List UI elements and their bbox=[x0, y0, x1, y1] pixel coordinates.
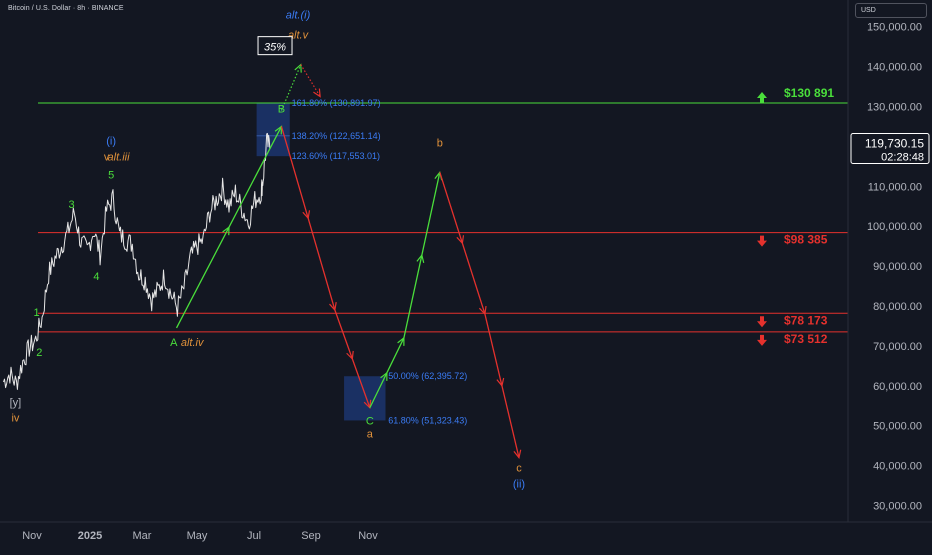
wave-label: a bbox=[367, 429, 374, 441]
y-tick-label: 90,000.00 bbox=[873, 261, 922, 273]
fib-label: 161.80% (130,891.97) bbox=[292, 98, 381, 108]
fib-zone-1 bbox=[256, 102, 290, 157]
wave-label: alt.v bbox=[288, 30, 310, 42]
level-label: $130 891 bbox=[784, 86, 834, 100]
fib-label: 138.20% (122,651.14) bbox=[292, 131, 381, 141]
wave-label: alt.(i) bbox=[286, 10, 311, 22]
wave-label: b bbox=[437, 137, 443, 149]
fib-zone-2 bbox=[344, 376, 386, 421]
projection-end-arrow bbox=[513, 449, 522, 459]
wave-label: 3 bbox=[69, 199, 75, 211]
x-tick-label: Mar bbox=[133, 530, 152, 542]
arrow-down-icon bbox=[757, 235, 767, 247]
fib-label: 50.00% (62,395.72) bbox=[388, 371, 467, 381]
projection-mid-arrow bbox=[380, 371, 388, 381]
y-tick-label: 60,000.00 bbox=[873, 381, 922, 393]
x-tick-label: May bbox=[187, 530, 208, 542]
fib-label: 61.80% (51,323.43) bbox=[388, 415, 467, 425]
level-label: $78 173 bbox=[784, 313, 828, 327]
btc-price-line bbox=[3, 132, 271, 390]
x-tick-label: Jul bbox=[247, 530, 261, 542]
x-tick-label: Nov bbox=[358, 530, 378, 542]
y-tick-label: 80,000.00 bbox=[873, 301, 922, 313]
projection-mid-arrow bbox=[456, 235, 465, 245]
wave-label: 2 bbox=[36, 347, 42, 359]
y-tick-label: 110,000.00 bbox=[868, 181, 922, 193]
y-tick-label: 30,000.00 bbox=[873, 501, 922, 513]
price-axis-background bbox=[848, 0, 932, 550]
dotted-path-2 bbox=[300, 64, 321, 97]
level-label: $73 512 bbox=[784, 332, 828, 346]
wave-label: A bbox=[170, 337, 178, 349]
wave-label: C bbox=[366, 416, 374, 428]
x-tick-label: 2025 bbox=[78, 530, 102, 542]
annotation-layer: 161.80% (130,891.97) 138.20% (122,651.14)… bbox=[10, 10, 525, 491]
fib-zone-layer bbox=[256, 102, 386, 421]
y-tick-label: 140,000.00 bbox=[867, 62, 922, 74]
x-tick-label: Nov bbox=[22, 530, 42, 542]
wave-label: (ii) bbox=[513, 479, 525, 491]
percent-box bbox=[257, 36, 293, 56]
y-tick-label: 40,000.00 bbox=[873, 461, 922, 473]
y-tick-label: 130,000.00 bbox=[867, 102, 922, 114]
projection-layer bbox=[175, 63, 522, 459]
wave-label: iv bbox=[11, 413, 19, 425]
dotted-path-arrow bbox=[313, 88, 321, 98]
arrow-down-icon bbox=[757, 334, 767, 346]
horizontal-levels-layer: $130 891 $98 385 $78 173 $73 512 bbox=[38, 86, 848, 346]
wave-label: alt.iv bbox=[181, 337, 205, 349]
projection-mid-arrow bbox=[416, 253, 425, 264]
chart-title: Bitcoin / U.S. Dollar · 8h · BINANCE bbox=[8, 5, 124, 12]
y-tick-label: 70,000.00 bbox=[873, 341, 922, 353]
projection-mid-arrow bbox=[222, 225, 230, 236]
projection-mid-arrow bbox=[346, 350, 354, 361]
current-price-tag bbox=[850, 132, 930, 164]
currency-selector[interactable]: USD bbox=[855, 3, 927, 18]
fib-label: 123.60% (117,553.01) bbox=[292, 151, 380, 161]
y-tick-label: 50,000.00 bbox=[873, 421, 922, 433]
x-tick-label: Sep bbox=[301, 530, 321, 542]
percent-label: 35% bbox=[264, 42, 286, 54]
projection-end-arrow bbox=[397, 336, 405, 346]
wave-label: (i) bbox=[106, 135, 116, 147]
y-tick-label: 150,000.00 bbox=[867, 22, 922, 34]
wave-label: [y] bbox=[10, 397, 22, 409]
projection-end-arrow bbox=[363, 399, 372, 410]
arrow-down-icon bbox=[757, 316, 767, 328]
price-series-layer bbox=[3, 132, 271, 390]
wave-label: 5 bbox=[108, 169, 114, 181]
wave-label: v bbox=[104, 151, 110, 163]
projection-mid-arrow bbox=[496, 377, 505, 388]
bar-countdown: 02:28:48 bbox=[881, 151, 924, 163]
wave-label: c bbox=[516, 463, 522, 475]
projection-end-arrow bbox=[329, 302, 337, 312]
wave-label: 1 bbox=[34, 307, 40, 319]
level-label: $98 385 bbox=[784, 233, 828, 247]
y-tick-label: 100,000.00 bbox=[867, 221, 922, 233]
current-price-value: 119,730.15 bbox=[865, 136, 924, 150]
dotted-path-1 bbox=[280, 64, 302, 111]
wave-label: alt.iii bbox=[108, 151, 131, 163]
wave-label: 4 bbox=[93, 271, 99, 283]
projection-mid-arrow bbox=[302, 210, 311, 220]
arrow-up-icon bbox=[757, 91, 767, 103]
wave-label: B bbox=[278, 103, 285, 115]
